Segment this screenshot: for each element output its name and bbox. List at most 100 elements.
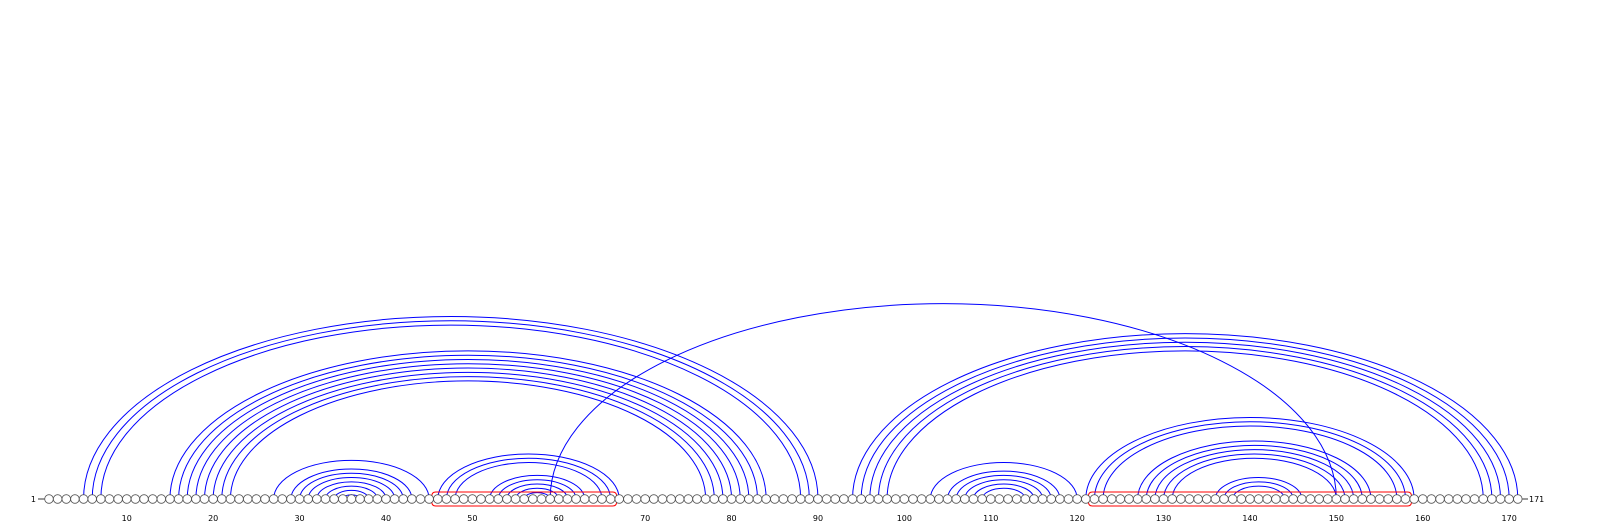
nucleotide-node [382, 495, 391, 504]
nucleotide-node [1505, 495, 1514, 504]
nucleotide-node [736, 495, 745, 504]
nucleotide-node [252, 495, 261, 504]
nucleotide-node [520, 495, 529, 504]
tick-label: 170 [1502, 514, 1517, 523]
nucleotide-node [1177, 495, 1186, 504]
nucleotide-node [330, 495, 339, 504]
nucleotide-node [762, 495, 771, 504]
nucleotide-node [710, 495, 719, 504]
nucleotide-node [459, 495, 468, 504]
tick-label: 20 [208, 514, 218, 523]
nucleotide-node [183, 495, 192, 504]
nucleotide-node [779, 495, 788, 504]
nucleotide-node [148, 495, 157, 504]
nucleotide-node [105, 495, 114, 504]
nucleotide-node [1470, 495, 1479, 504]
nucleotide-node [1107, 495, 1116, 504]
base-pair-arc [222, 377, 714, 499]
nucleotide-node [53, 495, 62, 504]
nucleotide-node [701, 495, 710, 504]
nucleotide-node [848, 495, 857, 504]
nucleotide-node [727, 495, 736, 504]
nucleotide-node [1341, 495, 1350, 504]
nucleotide-node [416, 495, 425, 504]
nucleotide-node [425, 495, 434, 504]
nucleotide-node [684, 495, 693, 504]
end-label: 171 [1529, 495, 1544, 504]
nucleotide-node [822, 495, 831, 504]
nucleotide-node [1202, 495, 1211, 504]
nucleotide-node [1289, 495, 1298, 504]
nucleotide-node [157, 495, 166, 504]
nucleotide-node [122, 495, 131, 504]
nucleotide-node [45, 495, 54, 504]
tick-label: 50 [467, 514, 477, 523]
nucleotide-node [218, 495, 227, 504]
nucleotide-node [1367, 495, 1376, 504]
base-pair-arc [92, 321, 809, 499]
nucleotide-node [295, 495, 304, 504]
nucleotide-node [874, 495, 883, 504]
nucleotide-node [511, 495, 520, 504]
nucleotide-node [745, 495, 754, 504]
nucleotide-node [1349, 495, 1358, 504]
tick-label: 90 [813, 514, 823, 523]
nucleotide-node [1073, 495, 1082, 504]
nucleotide-node [1488, 495, 1497, 504]
nucleotide-node [304, 495, 313, 504]
nucleotide-node [114, 495, 123, 504]
position-ticks: 10 20 30 40 50 60 70 80 90 100 110 120 130 140 150 160 1… [122, 514, 1517, 523]
nucleotide-node [909, 495, 918, 504]
nucleotide-node [1012, 495, 1021, 504]
nucleotide-node [1133, 495, 1142, 504]
nucleotide-node [62, 495, 71, 504]
nucleotide-node [468, 495, 477, 504]
nucleotide-node [399, 495, 408, 504]
nucleotide-node [140, 495, 149, 504]
tick-label: 40 [381, 514, 391, 523]
base-pair-arc [930, 463, 1077, 499]
nucleotide-node [986, 495, 995, 504]
nucleotide-node [1263, 495, 1272, 504]
nucleotide-node [1280, 495, 1289, 504]
nucleotide-node [1436, 495, 1445, 504]
nucleotide-node [658, 495, 667, 504]
nucleotide-node [805, 495, 814, 504]
start-label: 1 [31, 495, 36, 504]
nucleotide-node [840, 495, 849, 504]
tick-label: 100 [897, 514, 912, 523]
nucleotide-node [632, 495, 641, 504]
nucleotide-node [1090, 495, 1099, 504]
nucleotide-node [788, 495, 797, 504]
nucleotide-node [796, 495, 805, 504]
tick-label: 80 [726, 514, 736, 523]
nucleotide-node [857, 495, 866, 504]
tick-label: 160 [1415, 514, 1430, 523]
nucleotide-node [174, 495, 183, 504]
nucleotide-node [235, 495, 244, 504]
nucleotide-node [494, 495, 503, 504]
nucleotide-node [537, 495, 546, 504]
nucleotide-node [1323, 495, 1332, 504]
nucleotide-node [408, 495, 417, 504]
nucleotide-node [1427, 495, 1436, 504]
nucleotide-node [364, 495, 373, 504]
base-pair-arc [1103, 426, 1397, 499]
nucleotide-node [200, 495, 209, 504]
nucleotide-node [1228, 495, 1237, 504]
nucleotide-node [935, 495, 944, 504]
nucleotide-node [166, 495, 175, 504]
nucleotide-node [580, 495, 589, 504]
nucleotide-node [1151, 495, 1160, 504]
nucleotide-node [1375, 495, 1384, 504]
nucleotide-node [1332, 495, 1341, 504]
nucleotide-node [485, 495, 494, 504]
nucleotide-node [278, 495, 287, 504]
nucleotide-node [477, 495, 486, 504]
nucleotide-node [442, 495, 451, 504]
nucleotide-node [1194, 495, 1203, 504]
tick-label: 10 [122, 514, 132, 523]
nucleotide-node [1159, 495, 1168, 504]
nucleotide-node [269, 495, 278, 504]
nucleotide-node [1254, 495, 1263, 504]
